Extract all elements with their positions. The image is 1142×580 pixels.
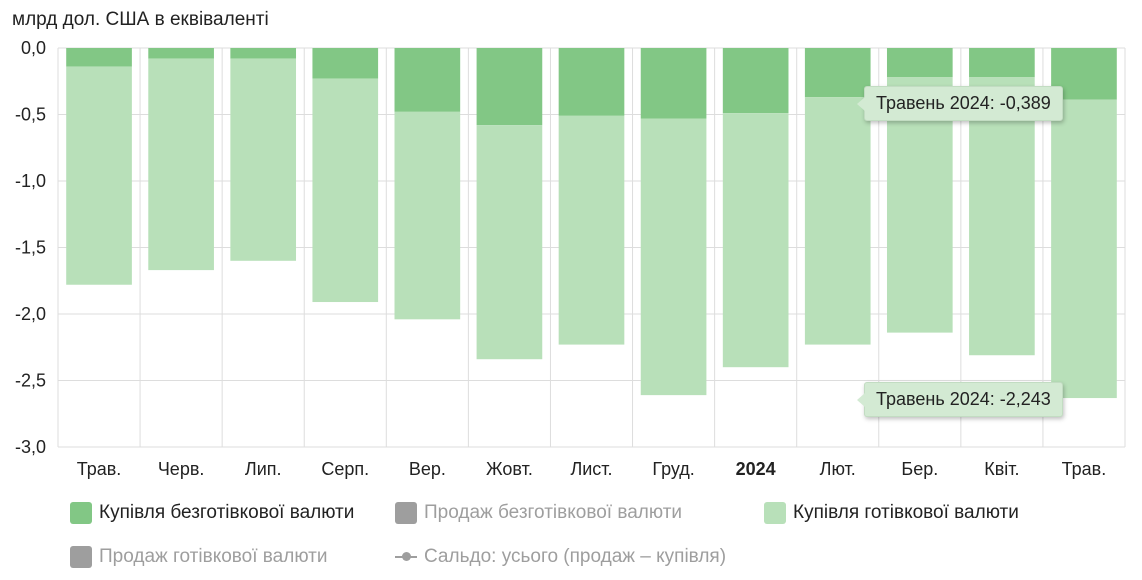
x-tick-label: Трав.	[77, 459, 122, 479]
legend-swatch	[70, 546, 92, 568]
bar-cash-buy[interactable]	[1051, 99, 1117, 399]
legend-label: Продаж готівкової валюти	[99, 546, 328, 567]
bar-cash-buy[interactable]	[969, 77, 1035, 356]
y-tick-label: -1,5	[15, 238, 46, 258]
bar-cash-buy[interactable]	[312, 78, 379, 303]
legend-item-cash-buy[interactable]: Купівля готівкової валюти	[764, 502, 1019, 524]
bar-cash-buy[interactable]	[148, 58, 214, 271]
bar-noncash-buy[interactable]	[476, 48, 543, 126]
bar-noncash-buy[interactable]	[640, 48, 707, 119]
bar-cash-buy[interactable]	[558, 115, 625, 345]
legend-label: Продаж безготівкової валюти	[424, 502, 683, 523]
axis-labels: 0,0 -0,5 -1,0 -1,5 -2,0 -2,5 -3,0 Трав. Черв. Лип…	[15, 38, 1106, 479]
tooltip-cash: Травень 2024: -2,243	[857, 382, 1063, 417]
bar-cash-buy[interactable]	[476, 125, 543, 360]
bar-noncash-buy[interactable]	[312, 48, 379, 79]
y-axis-unit-label: млрд дол. США в еквіваленті	[12, 9, 269, 30]
x-tick-label: Бер.	[901, 459, 938, 479]
x-tick-label: Лист.	[570, 459, 612, 479]
legend-line-marker	[395, 546, 417, 568]
tooltip-text: Травень 2024: -0,389	[876, 93, 1051, 113]
x-tick-label: Серп.	[321, 459, 369, 479]
bar-chart: 0,0 -0,5 -1,0 -1,5 -2,0 -2,5 -3,0 Трав. Черв. Лип…	[15, 38, 1126, 479]
x-tick-label: Лип.	[245, 459, 282, 479]
x-tick-label: Жовт.	[486, 459, 533, 479]
tooltip-text: Травень 2024: -2,243	[876, 389, 1051, 409]
bar-cash-buy[interactable]	[230, 58, 297, 261]
legend-swatch	[70, 502, 92, 524]
legend-swatch	[395, 502, 417, 524]
tooltip-noncash: Травень 2024: -0,389	[857, 86, 1063, 121]
x-tick-label: Груд.	[652, 459, 694, 479]
y-tick-label: -1,0	[15, 171, 46, 191]
bar-noncash-buy[interactable]	[148, 48, 214, 59]
bar-cash-buy[interactable]	[804, 97, 871, 345]
legend-label: Сальдо: усього (продаж – купівля)	[424, 546, 727, 567]
bar-group	[66, 48, 1117, 399]
y-tick-label: -0,5	[15, 105, 46, 125]
x-tick-label: Черв.	[158, 459, 205, 479]
legend-item-cash-sell[interactable]: Продаж готівкової валюти	[70, 546, 327, 568]
bar-noncash-buy[interactable]	[969, 48, 1035, 78]
bar-noncash-buy[interactable]	[230, 48, 297, 59]
x-tick-label: Лют.	[820, 459, 856, 479]
bar-cash-buy[interactable]	[640, 118, 707, 396]
bar-cash-buy[interactable]	[722, 113, 789, 368]
x-tick-label: Вер.	[409, 459, 446, 479]
y-tick-label: 0,0	[21, 38, 46, 58]
x-tick-label: 2024	[736, 459, 776, 479]
legend-item-noncash-buy[interactable]: Купівля безготівкової валюти	[70, 502, 354, 524]
bar-noncash-buy[interactable]	[804, 48, 871, 98]
x-tick-label: Квіт.	[984, 459, 1019, 479]
legend-item-noncash-sell[interactable]: Продаж безготівкової валюти	[395, 502, 682, 524]
bar-noncash-buy[interactable]	[722, 48, 789, 114]
legend-swatch	[764, 502, 786, 524]
bar-cash-buy[interactable]	[394, 111, 461, 320]
bar-noncash-buy[interactable]	[886, 48, 953, 78]
legend-item-balance[interactable]: Сальдо: усього (продаж – купівля)	[395, 546, 726, 568]
bar-noncash-buy[interactable]	[66, 48, 132, 67]
legend-label: Купівля безготівкової валюти	[99, 502, 355, 523]
legend-label: Купівля готівкової валюти	[793, 502, 1019, 523]
bar-noncash-buy[interactable]	[558, 48, 625, 116]
y-tick-label: -2,0	[15, 304, 46, 324]
x-tick-label: Трав.	[1062, 459, 1107, 479]
bar-cash-buy[interactable]	[66, 66, 132, 285]
bar-noncash-buy[interactable]	[394, 48, 461, 112]
y-tick-label: -3,0	[15, 437, 46, 457]
y-tick-label: -2,5	[15, 371, 46, 391]
